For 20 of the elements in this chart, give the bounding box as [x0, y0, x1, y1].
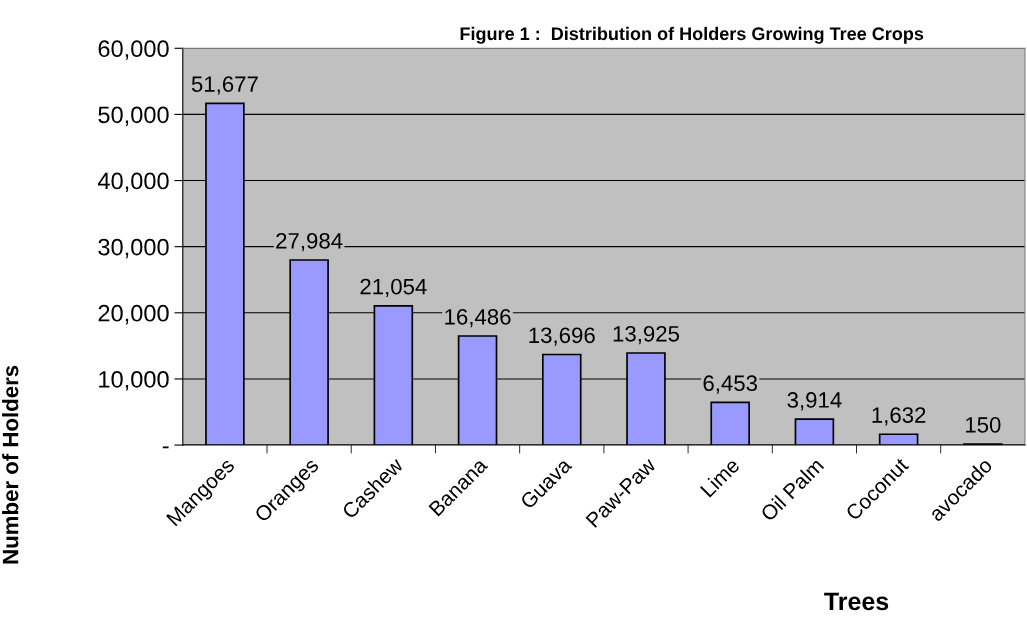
y-axis-title: Number of Holders: [2, 365, 19, 564]
data-label: 16,486: [445, 308, 511, 328]
y-tick-label: 60,000: [98, 40, 169, 60]
data-label: 13,696: [529, 327, 595, 346]
y-tick-label: 20,000: [98, 304, 169, 325]
data-label: 51,677: [191, 76, 258, 95]
chart-title: Figure 1 : Distribution of Holders Growing Tree Crops: [460, 26, 924, 44]
y-tick-label: -: [162, 446, 169, 449]
y-tick-label: 40,000: [97, 172, 169, 193]
data-label: 1,632: [872, 407, 926, 426]
y-tick-label: 30,000: [98, 238, 169, 259]
data-label: 150: [966, 417, 1001, 433]
x-axis-title: Trees: [824, 592, 889, 611]
data-label: 27,984: [276, 232, 343, 252]
data-label: 21,054: [360, 278, 427, 298]
y-tick-label: 50,000: [98, 106, 169, 126]
data-label: 3,914: [787, 392, 842, 411]
y-tick-label: 10,000: [99, 371, 169, 391]
data-label: 13,925: [613, 325, 680, 345]
data-label: 6,453: [703, 375, 758, 394]
